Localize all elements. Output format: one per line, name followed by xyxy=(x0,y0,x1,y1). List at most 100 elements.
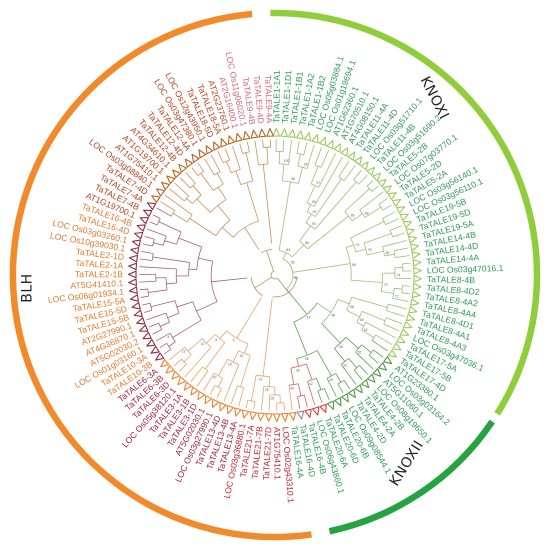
branch-arc xyxy=(227,358,239,365)
branch-segment xyxy=(239,143,243,154)
leaf-marker xyxy=(413,266,422,275)
branch-arc xyxy=(190,183,196,189)
branch-segment xyxy=(282,252,287,260)
leaf-label: AT5G41410.1 xyxy=(70,278,124,291)
branch-segment xyxy=(314,181,357,230)
leaf-marker xyxy=(411,290,421,299)
branch-segment xyxy=(160,201,175,211)
branch-arc xyxy=(165,277,168,290)
branch-arc xyxy=(188,262,190,276)
leaf-marker xyxy=(296,410,305,420)
branch-segment xyxy=(383,323,400,332)
bootstrap-label: 68 xyxy=(352,263,356,267)
leaf-marker xyxy=(403,321,413,329)
branch-segment xyxy=(343,165,356,181)
leaf-label: TaTALE2-1A xyxy=(75,258,124,271)
leaf-marker xyxy=(146,338,156,347)
branch-segment xyxy=(185,172,196,184)
leaf-marker xyxy=(354,384,363,394)
branch-segment xyxy=(160,321,170,327)
branch-arc xyxy=(344,211,353,221)
branch-segment xyxy=(204,158,215,176)
leaf-marker xyxy=(127,270,137,279)
branch-segment xyxy=(305,213,312,223)
branch-segment xyxy=(290,367,295,385)
branch-segment xyxy=(353,169,362,180)
leaf-marker xyxy=(139,217,149,225)
leaf-marker xyxy=(128,262,138,271)
branch-segment xyxy=(373,349,384,358)
branch-arc xyxy=(184,347,192,356)
branch-segment xyxy=(337,299,350,305)
branch-segment xyxy=(368,354,379,364)
branch-segment xyxy=(183,354,192,363)
branch-segment xyxy=(217,205,231,221)
branch-segment xyxy=(296,141,300,154)
branch-segment xyxy=(219,330,227,339)
bootstrap-label: 40 xyxy=(290,386,294,390)
branch-arc xyxy=(366,185,373,192)
branch-segment xyxy=(172,319,202,338)
branch-segment xyxy=(292,276,297,279)
leaf-marker xyxy=(191,153,200,163)
branch-segment xyxy=(246,182,259,222)
branch-segment xyxy=(316,302,332,313)
branch-segment xyxy=(169,188,185,202)
leaf-label: TaTALE14-4A xyxy=(426,252,480,267)
bootstrap-label: 12 xyxy=(182,350,186,354)
branch-segment xyxy=(152,329,162,335)
leaf-marker xyxy=(405,228,415,236)
leaf-marker xyxy=(133,309,143,318)
leaf-marker xyxy=(204,395,213,405)
leaf-marker xyxy=(377,178,387,188)
leaf-marker xyxy=(219,402,227,412)
leaf-marker xyxy=(213,141,221,151)
bootstrap-label: 35 xyxy=(305,357,309,361)
leaf-marker xyxy=(295,130,304,140)
branch-segment xyxy=(266,250,275,272)
leaf-marker xyxy=(160,358,170,368)
branch-segment xyxy=(350,221,385,239)
branch-arc xyxy=(326,373,336,379)
branch-segment xyxy=(371,185,379,192)
branch-segment xyxy=(361,344,372,353)
branch-segment xyxy=(382,211,396,219)
branch-segment xyxy=(388,303,407,310)
leaf-marker xyxy=(136,224,146,232)
branch-segment xyxy=(232,145,241,170)
leaf-marker xyxy=(220,138,228,148)
bootstrap-label: 38 xyxy=(296,368,300,372)
bootstrap-label: 28 xyxy=(270,396,274,400)
leaf-marker xyxy=(280,128,288,138)
branch-arc xyxy=(353,365,360,371)
leaf-marker xyxy=(318,136,327,147)
bootstrap-label: 83 xyxy=(286,248,290,252)
branch-arc xyxy=(346,297,353,311)
leaf-marker xyxy=(166,175,176,185)
branch-segment xyxy=(392,298,409,302)
branch-segment xyxy=(253,401,256,410)
branch-segment xyxy=(178,364,187,372)
leaf-marker xyxy=(183,381,193,391)
bootstrap-label: 48 xyxy=(331,314,335,318)
branch-segment xyxy=(139,258,153,261)
leaf-label: AT1G75410.1 xyxy=(272,427,283,480)
branch-arc xyxy=(170,210,176,217)
branch-segment xyxy=(216,388,222,399)
leaf-marker xyxy=(143,209,153,218)
branch-segment xyxy=(198,257,213,262)
branch-segment xyxy=(366,180,374,187)
branch-segment xyxy=(386,310,405,317)
leaf-marker xyxy=(288,129,296,139)
branch-segment xyxy=(313,156,343,207)
bootstrap-label: 90 xyxy=(312,222,316,226)
branch-arc xyxy=(279,249,293,258)
branch-arc xyxy=(371,334,376,341)
bootstrap-label: 23 xyxy=(258,377,262,381)
branch-segment xyxy=(186,198,193,204)
leaf-marker xyxy=(319,403,327,414)
branch-arc xyxy=(176,231,182,245)
branch-arc xyxy=(215,334,226,343)
branch-segment xyxy=(238,387,245,407)
clade-label-knoxii: KNOXII xyxy=(387,438,427,489)
